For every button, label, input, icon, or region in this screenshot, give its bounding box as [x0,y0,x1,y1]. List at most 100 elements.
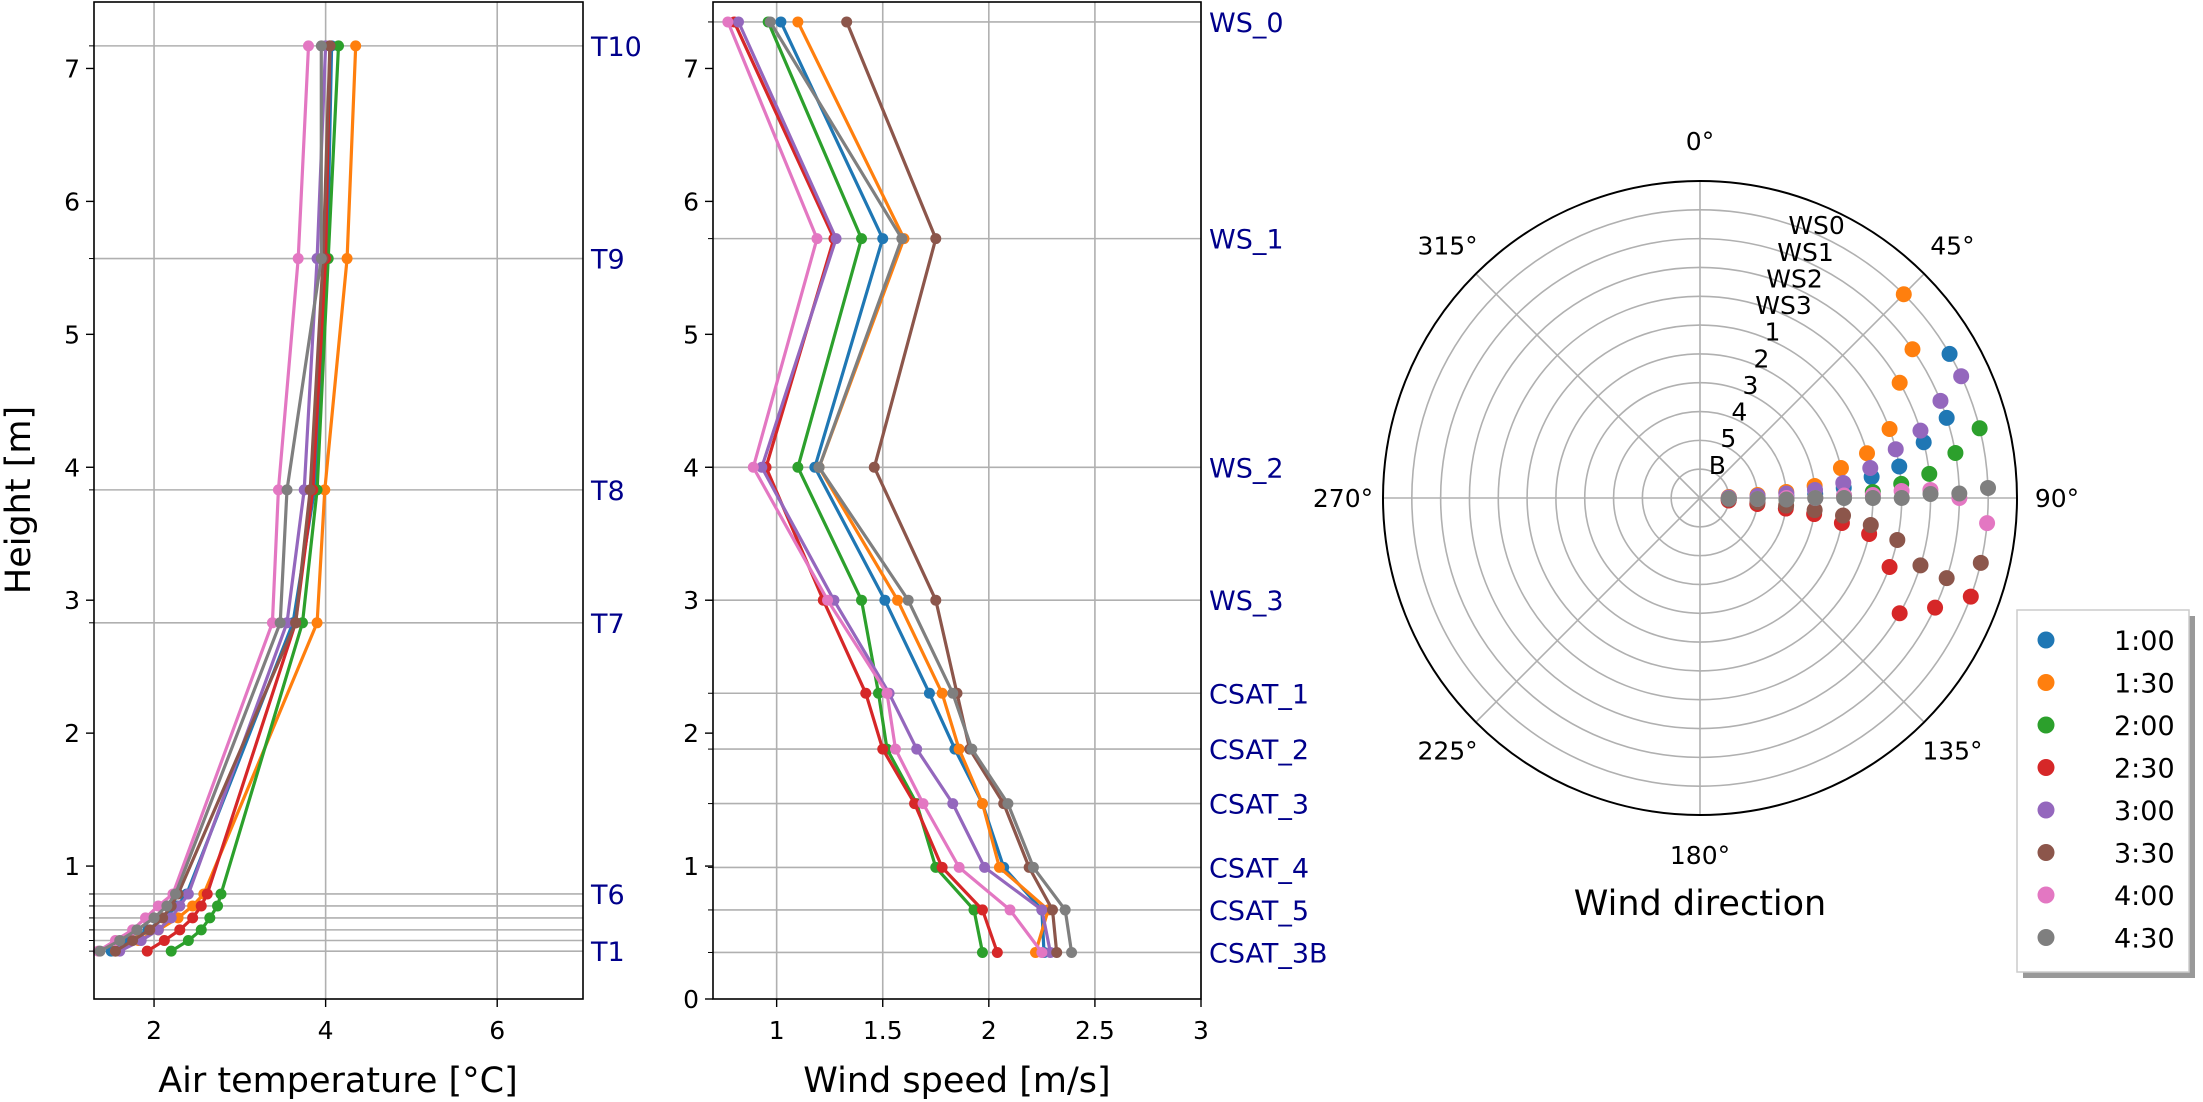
legend-marker [2037,759,2055,776]
wind-data-point [966,743,978,755]
temp-data-point [319,484,331,496]
polar-radial-label: WS1 [1777,238,1834,267]
wind-direction-point [1941,345,1958,362]
legend-label: 3:00 [2114,796,2175,827]
temp-data-point [170,888,181,900]
wind-data-point [953,743,965,755]
polar-radial-label: 1 [1765,318,1781,347]
wind-direction-point [1962,588,1979,605]
wind-direction-point [1938,409,1955,426]
wind-direction-points [1720,286,1997,622]
temp-data-point [152,924,164,936]
air-temperature-panel: 2 4 6 1 2 3 4 5 6 7 T10 T9 T8 T7 T6 T1 Air temperature… [0,1,642,1101]
temp-data-point [311,617,323,629]
temp-y-tick-label: 3 [64,586,80,615]
legend-marker [2037,801,2055,819]
wind-data-point [991,946,1003,958]
polar-angle-label: 225° [1417,736,1477,765]
wind-data-point [917,798,929,810]
wind-series-line [726,21,1044,954]
temp-series-line [110,45,334,953]
wind-data-point [877,743,889,755]
wind-y-tick-label: 6 [683,187,699,216]
legend-label: 2:30 [2114,754,2175,785]
wind-x-tick-label: 3 [1193,1016,1209,1045]
wind-data-point [1036,904,1048,916]
temp-data-point [272,484,284,496]
polar-spoke [1699,497,1925,723]
temp-y-tick-label: 5 [64,320,80,349]
wind-direction-point [1980,479,1997,496]
temp-data-point [195,924,207,936]
temp-data-point [274,617,286,629]
temp-data-point [195,900,207,912]
temp-data-point [144,924,156,936]
wind-data-point [947,798,959,810]
wind-direction-point [1891,374,1908,391]
legend-marker [2037,844,2055,861]
wind-x-tick-label: 1.5 [863,1016,903,1045]
polar-angle-label: 45° [1930,232,1974,261]
wind-series-line [737,21,1052,953]
temp-data-point [157,912,169,924]
wind-data-point [841,16,853,28]
wind-direction-point [1972,554,1989,571]
legend-label: 1:00 [2114,626,2175,657]
temp-data-point [341,253,353,265]
wind-direction-point [1862,517,1879,534]
wind-data-point [896,233,908,245]
wind-data-point [976,946,988,958]
polar-angle-label: 0° [1686,127,1714,156]
wind-direction-point [1720,490,1737,507]
temp-data-point [174,924,186,936]
wind-data-point [860,687,872,699]
temp-data-point [304,484,316,496]
wind-level-label: CSAT_4 [1209,853,1309,884]
wind-data-point [1036,946,1048,958]
wind-data-point [930,233,942,245]
wind-data-point [936,861,948,873]
temp-data-point [201,888,213,900]
temp-series-line [99,45,323,953]
polar-radial-label: WS0 [1788,211,1845,240]
wind-direction-point [1862,459,1879,476]
wind-direction-point [1832,460,1849,477]
polar-angle-label: 90° [2035,484,2079,513]
temp-series-line [97,45,311,953]
wind-data-point [909,798,921,810]
legend-item: 1:00 [2037,626,2175,657]
wind-level-label: WS_0 [1209,8,1284,39]
wind-data-point [1066,946,1078,958]
temp-data-point [204,912,216,924]
wind-data-point [892,594,904,606]
wind-data-point [764,16,776,28]
wind-direction-point [1887,441,1904,458]
wind-speed-ticks: 1 1.5 2 2.5 3 0 1 2 3 4 5 6 7 [683,21,1209,1045]
wind-data-point [1051,946,1063,958]
wind-direction-point [1864,490,1881,506]
wind-data-point [747,461,759,473]
wind-data-point [1004,904,1016,916]
temp-data-point [212,900,224,912]
legend-item: 2:30 [2037,754,2175,785]
temp-data-point [165,945,177,957]
polar-angle-label: 180° [1670,841,1730,870]
wind-data-point [872,687,884,699]
wind-data-point [1027,861,1039,873]
wind-direction-point [1893,490,1910,506]
wind-y-tick-label: 7 [683,54,699,83]
wind-direction-point [1778,491,1795,508]
wind-data-point [953,861,965,873]
temp-y-tick-label: 6 [64,187,80,216]
temp-level-label: T6 [590,880,625,911]
wind-data-point [993,861,1005,873]
wind-level-label: CSAT_5 [1209,896,1309,927]
wind-direction-point [1927,599,1944,616]
wind-direction-point [1912,557,1929,574]
temp-y-tick-label: 4 [64,453,80,482]
wind-data-point [979,861,991,873]
temp-series-line [114,45,332,953]
height-y-axis-title: Height [m] [0,406,39,594]
wind-direction-point [1904,341,1921,358]
temp-data-point [350,40,362,52]
